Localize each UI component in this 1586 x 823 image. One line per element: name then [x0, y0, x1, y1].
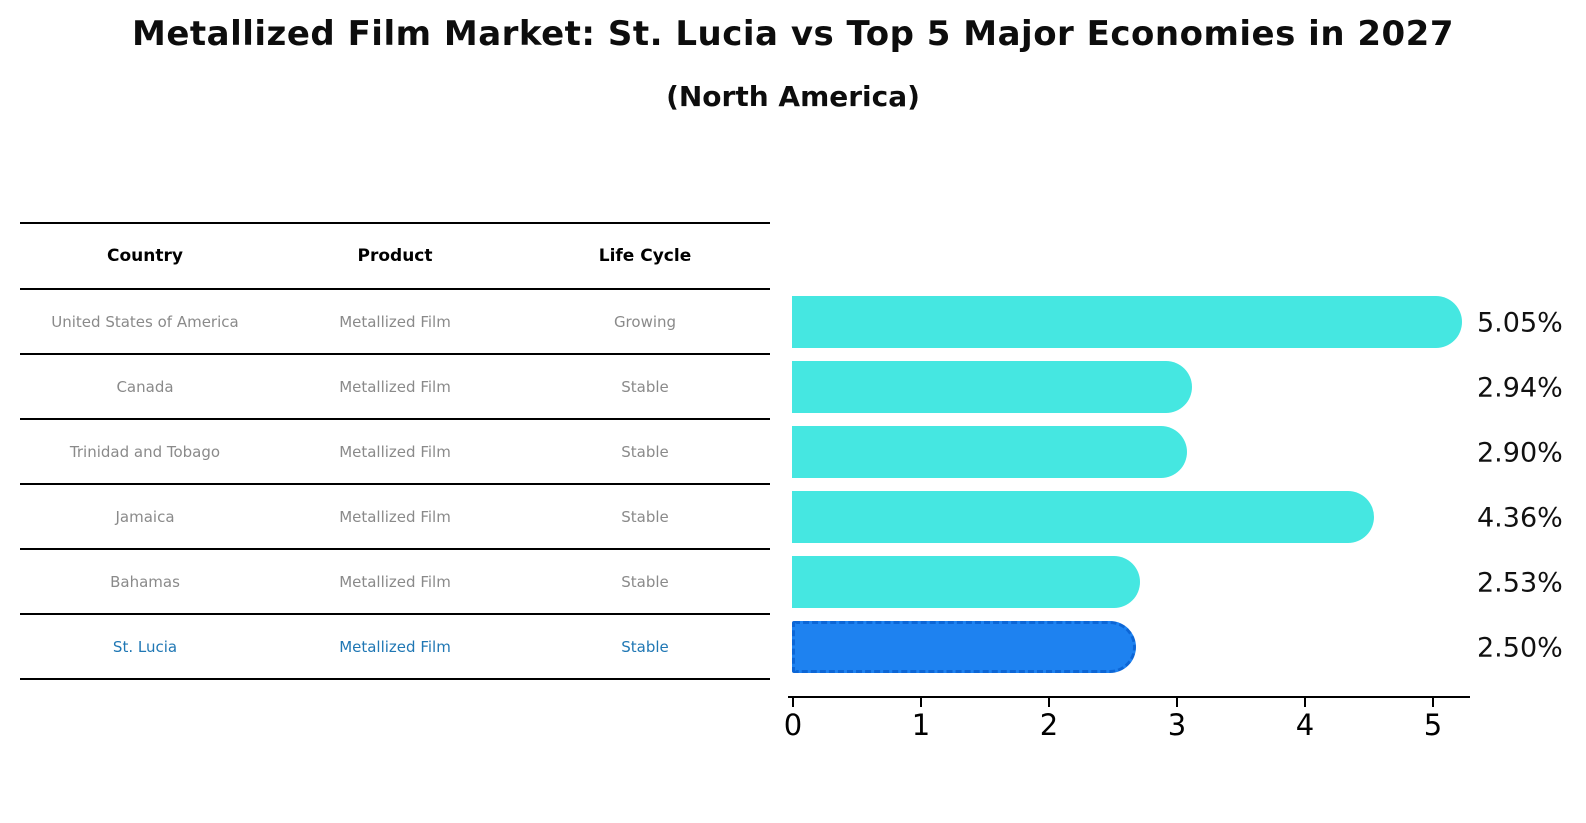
bar-st-lucia: [792, 621, 1136, 673]
comparison-table: Country Product Life Cycle United States…: [20, 222, 770, 680]
x-axis-tick-label: 1: [911, 708, 931, 742]
x-axis-tick-label: 5: [1423, 708, 1443, 742]
bar-value-label: 2.94%: [1477, 372, 1563, 403]
x-axis-tick-label: 3: [1167, 708, 1187, 742]
x-axis: 0 1 2 3 4 5: [784, 696, 1470, 742]
bar-trinidad-and-tobago: [792, 426, 1187, 478]
x-axis-tick-label: 4: [1295, 708, 1315, 742]
product-cell: Metallized Film: [339, 377, 451, 396]
bar-row-canada: 2.94%: [792, 355, 1572, 420]
life-cycle-cell: Stable: [621, 572, 669, 591]
x-axis-tick-label: 0: [783, 708, 803, 742]
bar-row-st-lucia: 2.50%: [792, 615, 1572, 680]
country-cell: Jamaica: [115, 507, 175, 526]
bar-value-label: 4.36%: [1477, 502, 1563, 533]
table-row-united-states: United States of America Metallized Film…: [20, 290, 770, 355]
table-row-bahamas: Bahamas Metallized Film Stable: [20, 550, 770, 615]
table-row-canada: Canada Metallized Film Stable: [20, 355, 770, 420]
country-cell: Canada: [116, 377, 174, 396]
bar-canada: [792, 361, 1192, 413]
column-header-product: Product: [357, 246, 433, 266]
product-cell: Metallized Film: [339, 507, 451, 526]
bar-united-states: [792, 296, 1462, 348]
x-axis-tick: [1432, 698, 1434, 707]
product-cell: Metallized Film: [339, 637, 451, 656]
country-cell: Trinidad and Tobago: [69, 442, 221, 461]
bar-bahamas: [792, 556, 1140, 608]
bar-value-label: 2.90%: [1477, 437, 1563, 468]
chart-subtitle: (North America): [666, 80, 920, 113]
x-axis-tick: [1304, 698, 1306, 707]
bar-row-trinidad-and-tobago: 2.90%: [792, 420, 1572, 485]
bar-chart: 5.05% 2.94% 2.90% 4.36% 2.53% 2.50%: [792, 290, 1572, 680]
x-axis-tick: [1048, 698, 1050, 707]
table-row-st-lucia: St. Lucia Metallized Film Stable: [20, 615, 770, 680]
table-header-row: Country Product Life Cycle: [20, 224, 770, 290]
country-cell: United States of America: [51, 312, 239, 331]
product-cell: Metallized Film: [339, 572, 451, 591]
life-cycle-cell: Stable: [621, 507, 669, 526]
life-cycle-cell: Growing: [613, 312, 677, 331]
table-row-jamaica: Jamaica Metallized Film Stable: [20, 485, 770, 550]
x-axis-tick: [1176, 698, 1178, 707]
column-header-country: Country: [107, 246, 183, 266]
x-axis-tick-label: 2: [1039, 708, 1059, 742]
life-cycle-cell: Stable: [621, 637, 669, 656]
product-cell: Metallized Film: [339, 312, 451, 331]
chart-title: Metallized Film Market: St. Lucia vs Top…: [132, 14, 1454, 54]
x-axis-tick: [792, 698, 794, 707]
table-row-trinidad-and-tobago: Trinidad and Tobago Metallized Film Stab…: [20, 420, 770, 485]
bar-jamaica: [792, 491, 1374, 543]
life-cycle-cell: Stable: [621, 442, 669, 461]
bar-value-label: 2.53%: [1477, 567, 1563, 598]
bar-row-united-states: 5.05%: [792, 290, 1572, 355]
country-cell: St. Lucia: [112, 637, 178, 656]
bar-row-jamaica: 4.36%: [792, 485, 1572, 550]
x-axis-line: [788, 696, 1470, 698]
country-cell: Bahamas: [110, 572, 180, 591]
x-axis-tick: [920, 698, 922, 707]
product-cell: Metallized Film: [339, 442, 451, 461]
column-header-life-cycle: Life Cycle: [598, 246, 692, 266]
bar-row-bahamas: 2.53%: [792, 550, 1572, 615]
bar-value-label: 2.50%: [1477, 632, 1563, 663]
bar-value-label: 5.05%: [1477, 307, 1563, 338]
life-cycle-cell: Stable: [621, 377, 669, 396]
